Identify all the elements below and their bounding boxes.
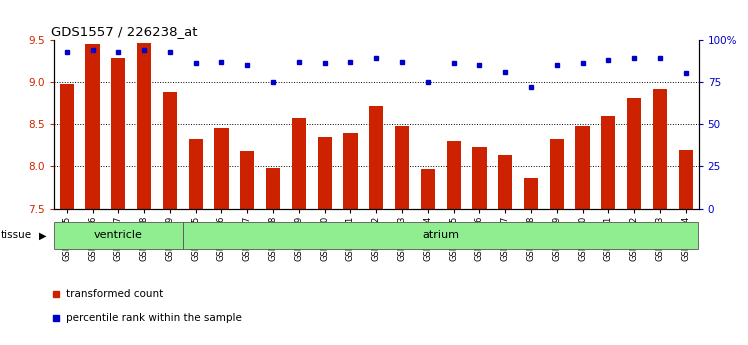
- Bar: [343, 132, 358, 209]
- Bar: [54, 222, 183, 249]
- Bar: [395, 126, 409, 209]
- Text: ▶: ▶: [39, 230, 46, 240]
- Text: tissue: tissue: [1, 230, 32, 240]
- Bar: [601, 116, 616, 209]
- Bar: [266, 168, 280, 209]
- Bar: [627, 98, 641, 209]
- Bar: [85, 44, 99, 209]
- Bar: [137, 43, 151, 209]
- Bar: [163, 92, 177, 209]
- Bar: [370, 106, 383, 209]
- Bar: [292, 118, 306, 209]
- Bar: [447, 141, 461, 209]
- Text: GDS1557 / 226238_at: GDS1557 / 226238_at: [51, 26, 197, 39]
- Bar: [524, 178, 538, 209]
- Text: percentile rank within the sample: percentile rank within the sample: [67, 313, 242, 323]
- Bar: [318, 137, 332, 209]
- Bar: [678, 150, 693, 209]
- Bar: [60, 83, 74, 209]
- Text: atrium: atrium: [422, 230, 459, 240]
- Bar: [240, 151, 254, 209]
- Bar: [498, 155, 512, 209]
- Bar: [111, 58, 126, 209]
- Bar: [550, 139, 564, 209]
- Bar: [420, 169, 435, 209]
- Text: ventricle: ventricle: [94, 230, 143, 240]
- Bar: [575, 126, 589, 209]
- Bar: [183, 222, 699, 249]
- Text: transformed count: transformed count: [67, 289, 164, 299]
- Bar: [215, 128, 229, 209]
- Bar: [653, 89, 667, 209]
- Bar: [188, 139, 203, 209]
- Bar: [472, 147, 486, 209]
